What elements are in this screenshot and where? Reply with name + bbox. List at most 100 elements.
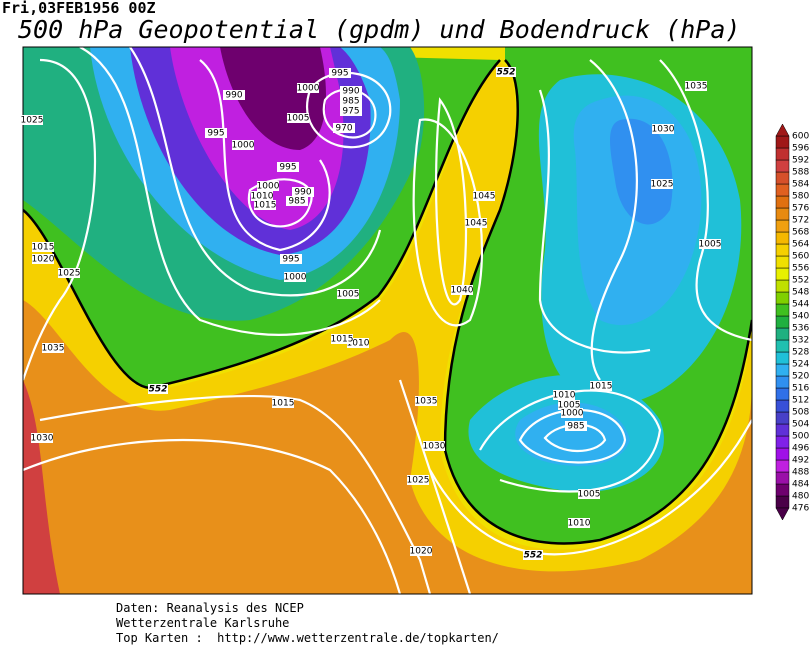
isobar-label-bg [423,441,445,451]
contour-label-bg [148,384,168,394]
isobar-label: 1005 [337,290,360,300]
isobar-label-bg [205,128,227,138]
isobar-label-bg [561,408,583,418]
isobar-label: 1015 [590,382,613,392]
colorbar-band [775,495,790,509]
contour-label: 552 [524,551,543,561]
isobar-label: 1045 [465,219,488,229]
colorbar: 476 480 484 488 492 496 500 504 508 512 516 520 524 5… [775,123,809,521]
isobar-label: 1005 [578,490,601,500]
isobar-label-bg [251,191,273,201]
isobar-label: 1020 [410,547,433,557]
isobar-label-bg [699,239,721,249]
colorbar-band [775,363,790,377]
isobar-label: 1005 [558,401,581,411]
isobar-label: 1010 [347,339,370,349]
isobar-label: 970 [335,124,352,134]
colorbar-band [775,171,790,185]
colorbar-label: 576 [792,204,809,214]
colorbar-label: 592 [792,156,809,166]
contour-label: 552 [149,385,168,395]
isobar-label-bg [565,421,587,431]
isobar-label: 1020 [32,255,55,265]
isobar-label: 1000 [284,273,307,283]
colorbar-band [775,327,790,341]
colorbar-label: 504 [792,420,809,430]
colorbar-label: 496 [792,444,809,454]
isobar-label-bg [223,90,245,100]
isobar-label-bg [340,106,362,116]
isobar-label: 990 [342,87,359,97]
isobar-label: 1035 [685,82,708,92]
isobar-label-bg [286,196,308,206]
isobar-label-bg [685,81,707,91]
colorbar-label: 536 [792,324,809,334]
colorbar-label: 580 [792,192,809,202]
isobar-label-bg [333,123,355,133]
colorbar-label: 544 [792,300,809,310]
footer-data: Daten: Reanalysis des NCEP [116,601,304,615]
isobar-label-bg [340,96,362,106]
colorbar-band [775,231,790,245]
colorbar-band [775,135,790,149]
contour-label-bg [523,550,543,560]
colorbar-band [775,375,790,389]
footer-org: Wetterzentrale Karlsruhe [116,616,289,630]
colorbar-band [775,471,790,485]
isobar-label-bg [651,179,673,189]
map-title: 500 hPa Geopotential (gpdm) und Bodendru… [18,15,740,44]
isobar-label: 1015 [32,243,55,253]
colorbar-label: 524 [792,360,809,370]
isobar-label-bg [451,285,473,295]
colorbar-label: 500 [792,432,809,442]
isobar-label: 985 [288,197,305,207]
colorbar-bottom-arrow [775,507,790,521]
isobar-label-bg [652,124,674,134]
isobar-label: 985 [342,97,359,107]
isobar-label-bg [257,181,279,191]
colorbar-label: 552 [792,276,809,286]
isobar-label-bg [347,338,369,348]
isobar-label-bg [578,489,600,499]
colorbar-label: 584 [792,180,809,190]
isobar-label-bg [280,254,302,264]
isobar-label: 1000 [297,84,320,94]
isobar-label: 985 [567,422,584,432]
isobar-label: 1000 [232,141,255,151]
isobar-label-bg [254,200,276,210]
colorbar-label: 508 [792,408,809,418]
colorbar-label: 532 [792,336,809,346]
colorbar-label: 512 [792,396,809,406]
isobar-label-bg [568,518,590,528]
isobar-label-bg [284,272,306,282]
isobar-label: 995 [331,69,348,79]
colorbar-label: 476 [792,504,809,514]
colorbar-label: 548 [792,288,809,298]
colorbar-band [775,435,790,449]
colorbar-band [775,339,790,353]
colorbar-label: 484 [792,480,809,490]
colorbar-band [775,459,790,473]
isobar-label-bg [590,381,612,391]
isobar-label-bg [337,289,359,299]
isobar-label: 1035 [415,397,438,407]
isobar-label: 995 [279,163,296,173]
colorbar-band [775,303,790,317]
footer-link: Top Karten : http://www.wetterzentrale.d… [116,631,499,645]
colorbar-label: 528 [792,348,809,358]
isobar-label-bg [21,115,43,125]
colorbar-band [775,255,790,269]
isobar-label: 990 [225,91,242,101]
contour-label-bg [496,67,516,77]
isobar-label: 1010 [251,192,274,202]
colorbar-band [775,267,790,281]
colorbar-band [775,243,790,257]
isobar-label: 1010 [568,519,591,529]
isobar-label: 1025 [58,269,81,279]
colorbar-band [775,195,790,209]
isobar-label: 1025 [651,180,674,190]
colorbar-label: 540 [792,312,809,322]
isobar-label: 1045 [473,192,496,202]
